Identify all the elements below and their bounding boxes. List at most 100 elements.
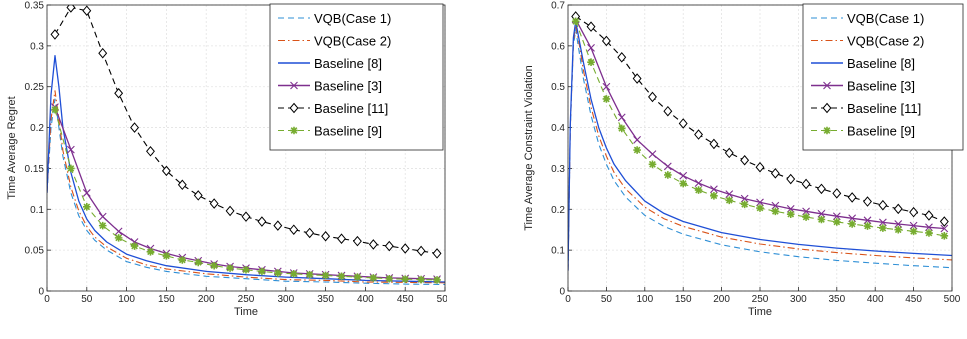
data-point-baseline-11	[400, 243, 410, 254]
data-point-baseline-3	[98, 212, 107, 221]
data-point-baseline-9	[909, 227, 918, 236]
series-group	[568, 11, 952, 271]
data-point-baseline-9	[694, 186, 703, 194]
data-point-baseline-9	[617, 124, 626, 133]
x-tick-label: 0	[565, 294, 571, 305]
data-point-baseline-3	[740, 194, 749, 203]
series-line-baseline-8	[568, 20, 952, 271]
data-point-baseline-3	[909, 221, 918, 230]
data-point-baseline-9	[648, 160, 657, 169]
y-tick-label: 0.35	[25, 1, 45, 12]
data-point-baseline-3	[663, 162, 672, 171]
data-point-baseline-9	[633, 146, 641, 154]
data-point-baseline-9	[51, 105, 59, 114]
legend-label-baseline-9: Baseline [9]	[314, 124, 382, 139]
x-tick-label: 100	[636, 294, 653, 305]
y-tick-label: 0	[38, 287, 44, 298]
data-point-baseline-11	[678, 118, 688, 129]
data-point-baseline-11	[352, 235, 362, 247]
x-tick-label: 450	[397, 294, 414, 305]
y-axis-label: Time Average Constraint Violation	[523, 65, 535, 231]
data-point-baseline-9	[587, 58, 595, 66]
legend-marker-baseline-9	[823, 126, 831, 135]
data-point-baseline-3	[848, 214, 857, 223]
data-point-baseline-3	[66, 145, 75, 154]
legend-box	[269, 3, 444, 151]
data-point-baseline-9	[925, 229, 933, 237]
x-tick-label: 200	[713, 294, 730, 305]
data-point-baseline-11	[368, 239, 378, 250]
data-point-baseline-11	[273, 220, 283, 231]
series-line-vqb-case-1	[568, 28, 952, 271]
data-point-baseline-9	[130, 242, 139, 250]
data-point-baseline-11	[632, 73, 642, 84]
data-point-baseline-9	[802, 213, 810, 221]
data-point-baseline-9	[274, 269, 282, 277]
data-point-baseline-11	[770, 168, 780, 179]
data-point-baseline-11	[648, 91, 657, 103]
data-point-baseline-3	[940, 224, 949, 233]
data-point-baseline-11	[114, 87, 124, 99]
data-point-baseline-3	[694, 179, 703, 188]
x-tick-label: 50	[81, 294, 93, 305]
data-point-baseline-9	[725, 196, 734, 205]
legend-marker-baseline-11	[822, 102, 832, 114]
data-point-baseline-3	[925, 223, 933, 232]
data-point-baseline-11	[878, 199, 888, 211]
legend-label-baseline-8: Baseline [8]	[314, 56, 382, 71]
legend-marker-baseline-9	[290, 126, 298, 135]
data-point-baseline-11	[724, 147, 734, 159]
data-point-baseline-9	[740, 200, 749, 209]
regret-chart-panel: 0 50 100 150 200 250 300 350 400 450 500 0 0.05 0.1 0.…	[0, 0, 454, 339]
data-point-baseline-3	[633, 135, 642, 144]
data-point-baseline-11	[709, 138, 719, 150]
y-tick-label: 0.6	[551, 41, 565, 52]
data-point-baseline-11	[66, 5, 76, 13]
data-point-baseline-9	[401, 275, 409, 283]
data-point-baseline-11	[241, 211, 251, 222]
legend-marker-baseline-3	[823, 81, 831, 90]
legend: VQB(Case 1) VQB(Case 2) Baseline [8] Baseli…	[802, 3, 964, 151]
data-point-baseline-11	[893, 203, 903, 215]
x-tick-label: 0	[44, 294, 50, 305]
data-point-baseline-9	[83, 203, 91, 211]
data-point-baseline-11	[740, 154, 750, 166]
data-point-baseline-3	[771, 201, 780, 210]
legend-label-baseline-8: Baseline [8]	[847, 56, 915, 71]
y-tick-label: 0.1	[551, 246, 565, 257]
data-point-baseline-9	[337, 272, 346, 281]
x-axis-label: Time	[748, 306, 772, 318]
data-point-baseline-9	[679, 179, 687, 188]
x-tick-label: 50	[601, 294, 613, 305]
x-tick-label: 400	[867, 294, 884, 305]
axes-box	[46, 4, 446, 292]
data-point-baseline-9	[146, 247, 155, 256]
data-point-baseline-9	[210, 261, 218, 270]
data-point-baseline-11	[305, 227, 315, 239]
data-point-baseline-11	[601, 35, 611, 47]
data-point-baseline-3	[817, 209, 826, 218]
data-point-baseline-9	[940, 232, 949, 240]
data-point-baseline-11	[321, 230, 331, 242]
data-point-baseline-9	[258, 267, 266, 276]
x-tick-label: 150	[158, 294, 175, 305]
legend-label-baseline-3: Baseline [3]	[847, 79, 915, 94]
y-tick-label: 0.05	[25, 246, 45, 257]
data-point-baseline-9	[194, 258, 203, 267]
y-tick-label: 0.1	[30, 205, 44, 216]
legend-label-vqb-case-1: VQB(Case 1)	[314, 11, 391, 26]
legend-marker-baseline-11	[289, 102, 299, 114]
x-tick-label: 350	[317, 294, 334, 305]
x-tick-label: 150	[675, 294, 692, 305]
data-point-baseline-11	[939, 216, 949, 227]
data-point-baseline-9	[162, 252, 171, 260]
data-point-baseline-9	[571, 17, 580, 26]
data-point-baseline-11	[161, 165, 171, 177]
data-point-baseline-3	[802, 207, 810, 216]
legend-marker-baseline-3	[290, 81, 298, 90]
y-tick-label: 0.7	[551, 1, 565, 12]
data-point-baseline-11	[337, 233, 346, 244]
data-point-baseline-11	[130, 122, 140, 133]
legend: VQB(Case 1) VQB(Case 2) Baseline [8] Baseli…	[269, 3, 444, 151]
data-point-baseline-11	[586, 21, 596, 32]
